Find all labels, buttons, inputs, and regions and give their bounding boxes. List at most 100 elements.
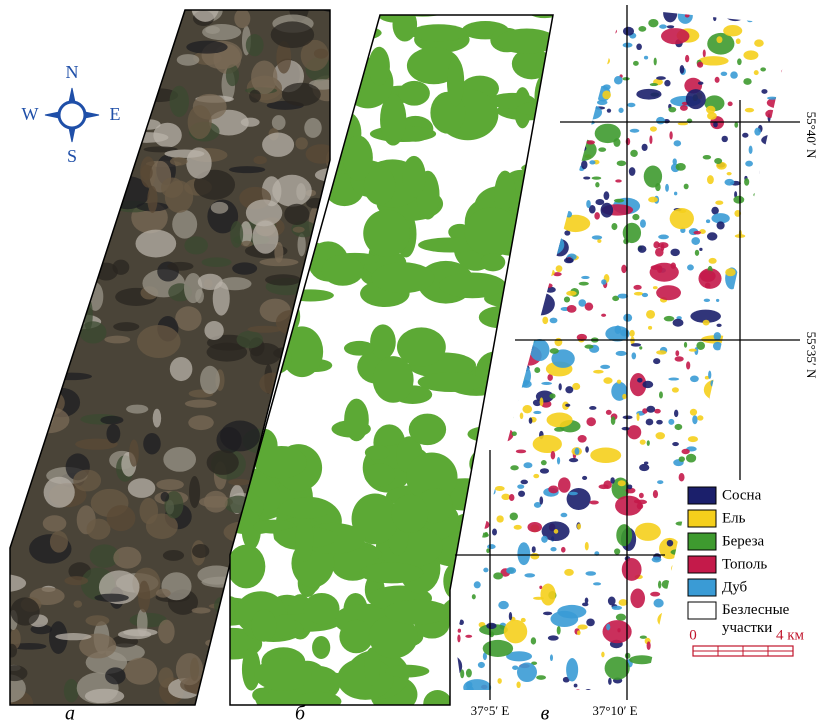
- class-patch: [649, 262, 679, 282]
- class-patch: [671, 387, 679, 393]
- class-patch: [520, 353, 526, 362]
- class-patch: [536, 675, 547, 680]
- texture: [61, 187, 93, 210]
- texture: [247, 325, 283, 333]
- forest-patch: [351, 493, 399, 545]
- texture: [81, 60, 97, 70]
- class-patch: [731, 665, 748, 680]
- class-patch: [565, 403, 571, 407]
- forest-patch: [279, 497, 333, 519]
- class-patch: [630, 336, 635, 345]
- texture: [297, 233, 306, 257]
- class-patch: [690, 375, 699, 383]
- class-patch: [770, 395, 778, 402]
- class-patch: [533, 501, 542, 508]
- class-patch: [656, 419, 663, 425]
- class-patch: [697, 415, 704, 421]
- class-patch: [653, 691, 658, 697]
- class-patch: [572, 98, 580, 104]
- class-patch: [630, 343, 642, 347]
- class-patch: [713, 121, 718, 128]
- texture: [140, 37, 173, 62]
- class-patch: [767, 96, 778, 100]
- texture: [10, 66, 40, 92]
- texture: [10, 333, 14, 341]
- class-patch: [767, 354, 777, 363]
- class-patch: [765, 497, 778, 517]
- class-patch: [584, 344, 594, 349]
- class-patch: [581, 160, 588, 170]
- class-patch: [582, 602, 589, 607]
- class-patch: [682, 668, 689, 672]
- class-patch: [663, 607, 674, 614]
- class-patch: [648, 18, 659, 28]
- forest-patch: [254, 658, 312, 691]
- class-patch: [461, 531, 473, 536]
- texture: [265, 274, 302, 286]
- class-patch: [625, 487, 636, 494]
- texture: [46, 240, 87, 256]
- class-patch: [648, 196, 658, 203]
- class-patch: [511, 431, 517, 437]
- class-patch: [487, 544, 496, 550]
- forest-patch: [295, 691, 342, 705]
- class-patch: [526, 292, 555, 316]
- class-patch: [538, 268, 555, 277]
- class-patch: [673, 191, 678, 196]
- forest-patch: [511, 48, 552, 80]
- forest-patch: [230, 596, 239, 613]
- texture: [33, 158, 51, 189]
- texture: [10, 88, 45, 103]
- class-patch: [655, 432, 666, 440]
- class-patch: [637, 377, 643, 383]
- class-patch: [560, 19, 568, 29]
- texture: [10, 574, 27, 593]
- class-patch: [712, 341, 723, 351]
- class-patch: [601, 279, 607, 285]
- class-patch: [504, 373, 516, 379]
- class-patch: [744, 178, 750, 186]
- class-patch: [478, 486, 488, 493]
- class-patch: [623, 26, 634, 36]
- class-patch: [702, 49, 706, 58]
- class-patch: [601, 651, 605, 658]
- texture: [253, 155, 267, 165]
- class-patch: [724, 426, 751, 440]
- class-patch: [597, 239, 602, 243]
- class-patch: [552, 161, 559, 170]
- class-patch: [637, 245, 647, 253]
- texture: [169, 157, 188, 166]
- texture: [10, 689, 34, 705]
- texture: [176, 54, 200, 66]
- class-patch: [723, 25, 743, 37]
- class-patch: [707, 32, 735, 55]
- class-patch: [688, 348, 697, 352]
- class-patch: [603, 57, 610, 65]
- texture: [124, 132, 169, 143]
- class-patch: [673, 140, 682, 147]
- texture: [262, 132, 295, 157]
- class-patch: [556, 456, 561, 465]
- class-patch: [576, 333, 588, 341]
- class-patch: [753, 192, 759, 197]
- forest-patch: [364, 445, 390, 460]
- texture: [73, 600, 83, 608]
- class-patch: [539, 496, 544, 505]
- class-patch: [524, 238, 530, 243]
- texture: [94, 593, 129, 602]
- texture: [155, 588, 171, 598]
- class-patch: [783, 543, 792, 550]
- class-patch: [778, 122, 789, 128]
- class-patch: [529, 238, 538, 248]
- class-patch: [463, 679, 492, 690]
- class-patch: [561, 204, 566, 213]
- texture: [105, 50, 131, 58]
- class-patch: [537, 234, 565, 256]
- compass-ring: [57, 100, 87, 130]
- class-patch: [672, 158, 677, 166]
- class-patch: [765, 672, 771, 681]
- texture: [175, 306, 202, 331]
- class-patch: [513, 364, 532, 388]
- class-patch: [576, 144, 587, 152]
- texture: [172, 210, 198, 239]
